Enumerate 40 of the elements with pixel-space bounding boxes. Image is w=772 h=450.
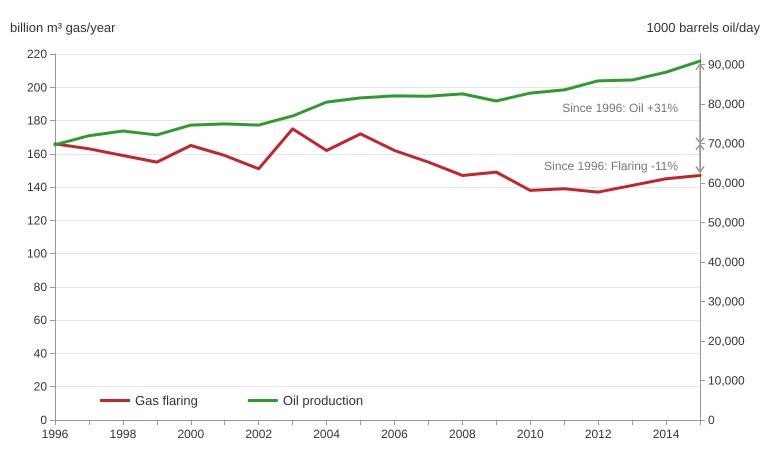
annotation: Since 1996: Oil +31% — [562, 101, 678, 115]
y-tick-label: 80 — [34, 280, 48, 294]
y-tick-label: 220 — [26, 47, 48, 61]
y-tick-label: 20 — [34, 380, 48, 394]
legend-label: Oil production — [282, 393, 364, 408]
y-tick-label: 160 — [26, 146, 48, 161]
y2-tick-label: 30,000 — [708, 294, 746, 309]
x-tick-label: 2012 — [584, 427, 612, 441]
x-tick-label: 2006 — [381, 427, 408, 441]
y-tick-label: 100 — [26, 246, 48, 261]
y2-tick-label: 20,000 — [708, 334, 746, 348]
y-tick-label: 180 — [26, 114, 48, 128]
x-tick-label: 1998 — [110, 427, 137, 441]
y-tick-label: 140 — [26, 180, 48, 194]
line-series — [54, 60, 702, 146]
y2-tick-label: 40,000 — [708, 255, 746, 270]
x-tick-label: 2002 — [245, 427, 272, 441]
y2-tick-label: 80,000 — [708, 97, 746, 112]
x-tick-label: 2004 — [313, 427, 340, 441]
y2-tick-label: 60,000 — [708, 176, 746, 190]
y-axis-title: billion m³ gas/year — [10, 20, 116, 35]
y2-tick-label: 0 — [708, 413, 715, 427]
y-tick-label: 40 — [34, 346, 48, 360]
y2-tick-label: 50,000 — [708, 216, 746, 230]
y2-axis-title: 1000 barrels oil/day — [646, 20, 760, 35]
x-tick-label: 2000 — [177, 427, 204, 441]
x-tick-label: 2010 — [516, 427, 544, 441]
y2-tick-label: 70,000 — [708, 136, 746, 151]
legend-label: Gas flaring — [135, 393, 198, 408]
y-tick-label: 60 — [34, 313, 48, 328]
y2-tick-label: 90,000 — [708, 58, 746, 72]
y2-tick-label: 10,000 — [708, 374, 746, 388]
x-tick-label: 2008 — [449, 427, 476, 441]
line-series — [54, 127, 702, 194]
y-tick-label: 120 — [26, 213, 48, 228]
y-tick-label: 200 — [26, 80, 48, 94]
x-tick-label: 1996 — [42, 427, 69, 441]
y-tick-label: 0 — [40, 413, 48, 427]
x-tick-label: 2014 — [652, 427, 680, 441]
annotation: Since 1996: Flaring -11% — [544, 159, 678, 173]
